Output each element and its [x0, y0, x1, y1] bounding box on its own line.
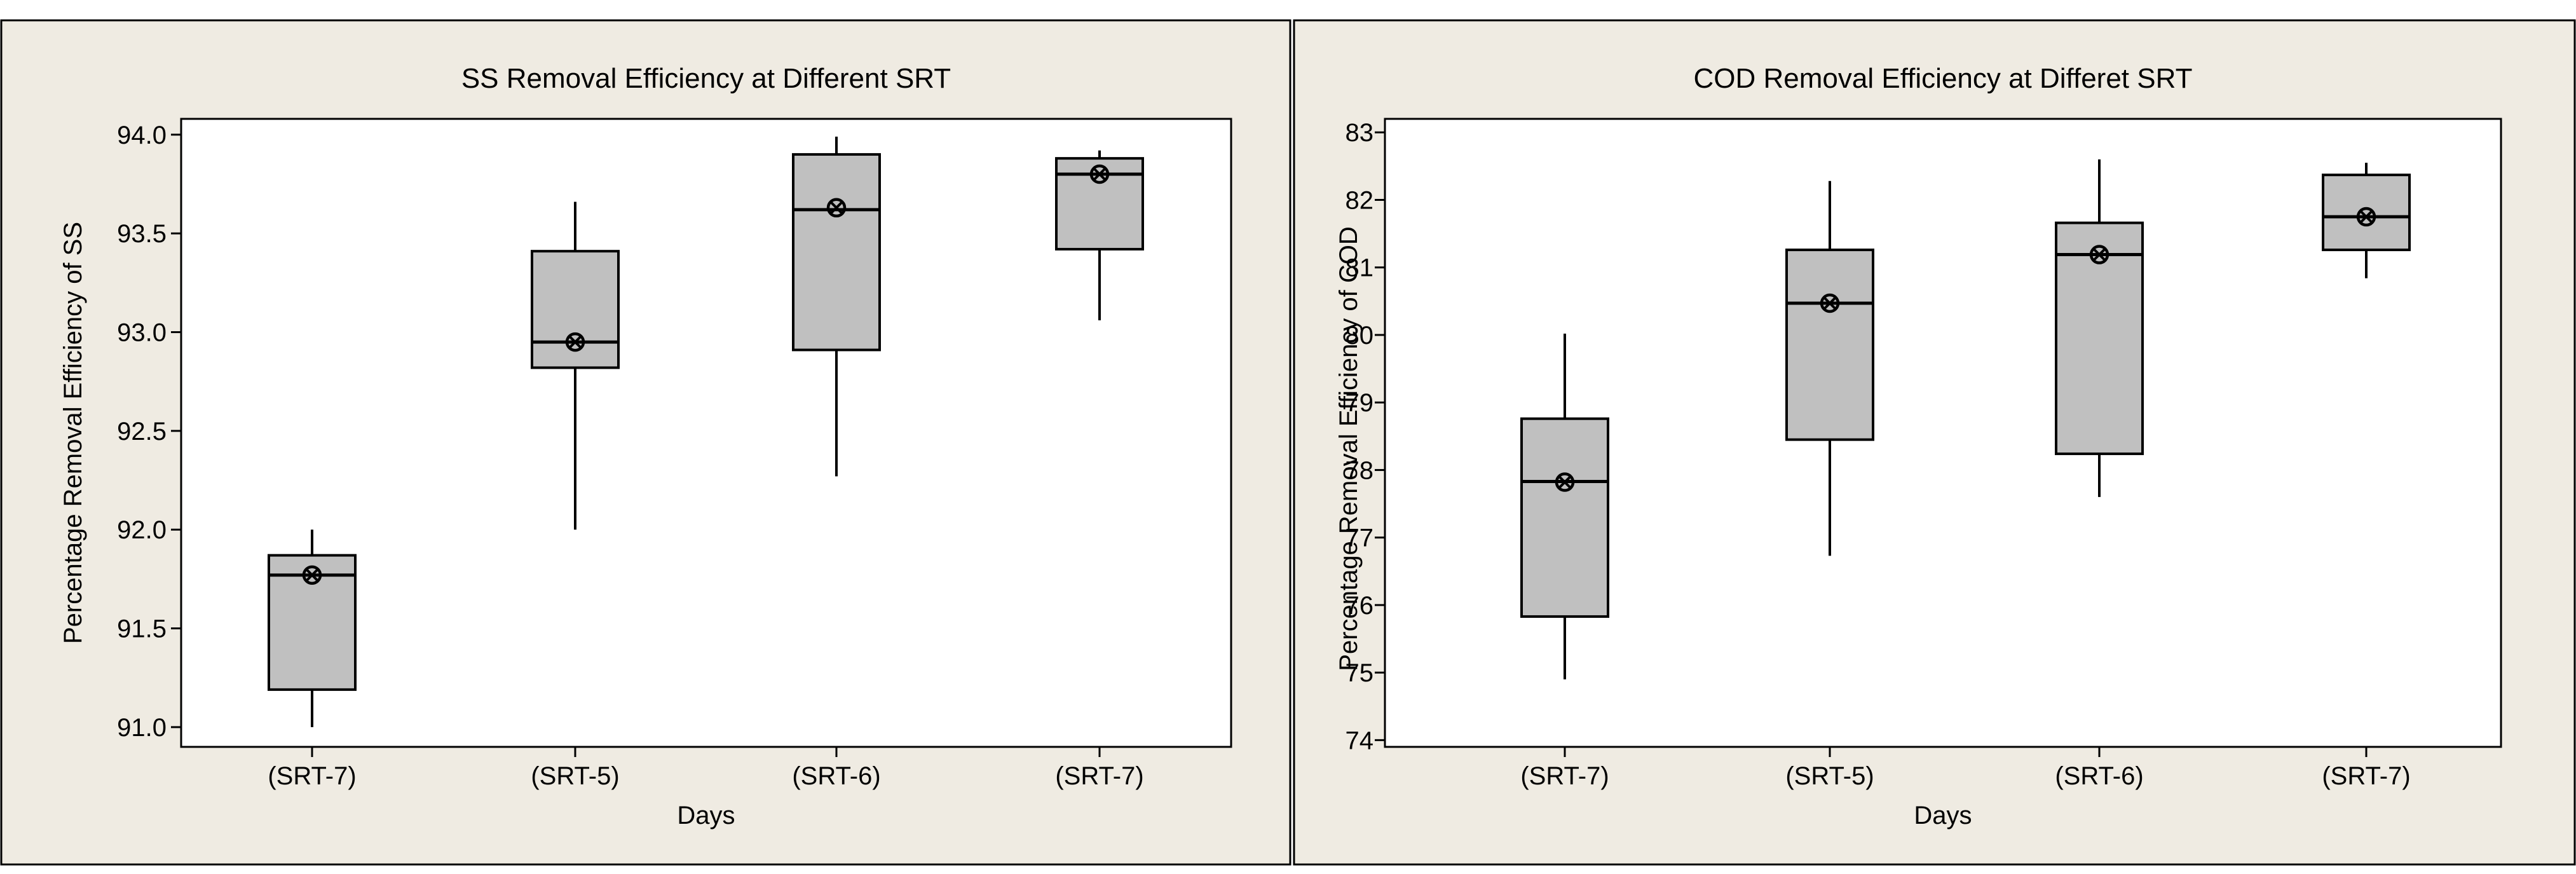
ss-x-axis-label: Days [677, 802, 735, 830]
ss-y-tick-label: 91.0 [117, 714, 167, 742]
cod-mean-cross-b [1823, 296, 1837, 310]
cod-iqr-box [1520, 417, 1609, 618]
ss-x-tick-label: (SRT-7) [268, 762, 356, 790]
ss-y-tick-label: 93.0 [117, 319, 167, 347]
ss-mean-marker [826, 198, 847, 218]
cod-y-axis-ticks: 74 75 76 77 78 79 80 81 82 83 [1346, 119, 1385, 755]
ss-x-tick-label: (SRT-5) [531, 762, 619, 790]
cod-x-tick-label: (SRT-7) [1520, 762, 1609, 790]
ss-y-tick-label: 93.5 [117, 220, 167, 248]
ss-y-tick-label: 92.5 [117, 418, 167, 446]
cod-y-tick-label: 83 [1346, 119, 1374, 147]
cod-boxplots [1520, 159, 2411, 679]
cod-mean-cross-b [1558, 475, 1572, 489]
ss-y-axis-label: Percentage Removal Efficiency of SS [59, 222, 87, 644]
cod-x-axis-label: Days [1914, 802, 1972, 830]
cod-mean-marker [2356, 207, 2376, 227]
ss-mean-cross-b [305, 568, 319, 582]
ss-mean-cross-b [568, 335, 582, 349]
ss-mean-cross-b [829, 201, 843, 215]
ss-boxplot-4 [1055, 150, 1144, 320]
cod-y-tick-label: 81 [1346, 254, 1374, 282]
ss-iqr-box [792, 153, 881, 352]
ss-boxplot-1 [268, 529, 357, 727]
ss-y-tick-label: 92.0 [117, 516, 167, 544]
ss-mean-marker [565, 332, 585, 352]
cod-y-tick-label: 76 [1346, 592, 1374, 620]
ss-y-tick-label: 91.5 [117, 615, 167, 643]
cod-y-tick-label: 75 [1346, 659, 1374, 687]
cod-y-tick-label: 74 [1346, 727, 1374, 755]
ss-mean-marker [1089, 164, 1110, 184]
cod-boxplot-3 [2055, 159, 2144, 497]
cod-y-tick-label: 79 [1346, 389, 1374, 417]
ss-x-axis-ticks: (SRT-7) (SRT-5) (SRT-6) (SRT-7) [268, 747, 1144, 790]
ss-mean-marker [302, 565, 322, 585]
cod-boxplot-4 [2322, 163, 2411, 278]
cod-y-tick-label: 78 [1346, 456, 1374, 484]
cod-x-tick-label: (SRT-5) [1785, 762, 1874, 790]
cod-mean-cross-b [2092, 248, 2106, 262]
cod-iqr-box [1785, 249, 1874, 441]
ss-mean-cross-b [1093, 167, 1107, 181]
cod-chart-panel: COD Removal Efficiency at Differet SRT D… [1293, 19, 2576, 866]
ss-chart-panel: SS Removal Efficiency at Different SRT D… [0, 19, 1291, 866]
ss-boxplot-3 [792, 136, 881, 477]
ss-y-axis-ticks: 91.0 91.5 92.0 92.5 93.0 93.5 94.0 [117, 121, 181, 742]
cod-boxplot-2 [1785, 181, 1874, 556]
cod-iqr-box [2322, 174, 2411, 252]
cod-mean-cross-b [2359, 210, 2373, 224]
cod-mean-marker [2089, 245, 2109, 264]
cod-chart-title: COD Removal Efficiency at Differet SRT [1694, 63, 2193, 94]
cod-boxplot-1 [1520, 333, 1609, 679]
cod-iqr-box [2055, 221, 2144, 455]
cod-mean-marker [1820, 293, 1840, 313]
cod-x-tick-label: (SRT-6) [2055, 762, 2143, 790]
ss-boxplots [268, 136, 1144, 727]
cod-x-axis-ticks: (SRT-7) (SRT-5) (SRT-6) (SRT-7) [1520, 747, 2411, 790]
cod-mean-marker [1555, 472, 1575, 492]
ss-y-tick-label: 94.0 [117, 121, 167, 149]
ss-iqr-box [531, 250, 620, 369]
ss-iqr-box [1055, 157, 1144, 251]
ss-chart-title: SS Removal Efficiency at Different SRT [461, 63, 951, 94]
cod-y-tick-label: 77 [1346, 524, 1374, 552]
cod-x-tick-label: (SRT-7) [2322, 762, 2410, 790]
ss-iqr-box [268, 554, 357, 691]
ss-x-tick-label: (SRT-6) [792, 762, 880, 790]
ss-x-tick-label: (SRT-7) [1055, 762, 1143, 790]
cod-y-axis-label: Percentage Removal Efficiency of COD [1335, 226, 1363, 671]
ss-boxplot-2 [531, 201, 620, 530]
cod-y-tick-label: 82 [1346, 186, 1374, 214]
cod-y-tick-label: 80 [1346, 322, 1374, 350]
